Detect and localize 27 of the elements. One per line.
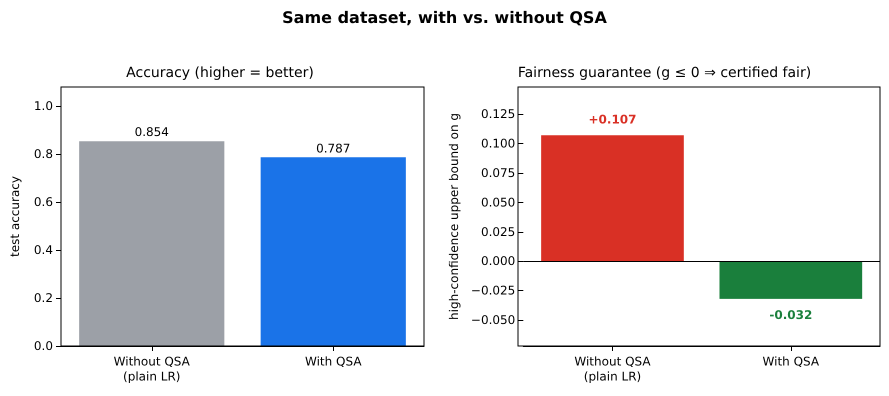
data-label: 0.854 [134, 125, 169, 140]
y-tick-label: 0.0 [34, 339, 53, 353]
y-tick-label: 0.4 [34, 243, 53, 258]
y-tick-label: 0.050 [480, 195, 516, 210]
y-tick-label: −0.025 [470, 284, 516, 298]
chart-title: Fairness guarantee (g ≤ 0 ⇒ certified fair) [518, 65, 812, 81]
text: Same dataset, with vs. without QSA [281, 8, 608, 27]
data-label: 0.787 [316, 141, 350, 156]
data-label: +0.107 [588, 112, 636, 126]
y-axis-title: test accuracy [8, 176, 22, 257]
y-tick-label: 1.0 [34, 99, 53, 114]
x-tick-label: Without QSA (plain LR) [114, 354, 191, 384]
y-tick-label: 0.8 [34, 147, 53, 162]
y-axis-title: high-confidence upper bound on g [447, 113, 461, 320]
y-tick-label: 0.000 [480, 254, 516, 268]
data-label: -0.032 [769, 308, 812, 322]
y-tick-label: 0.025 [480, 224, 516, 239]
y-tick-label: 0.075 [480, 166, 516, 180]
chart-title: Accuracy (higher = better) [126, 65, 314, 81]
y-tick-label: 0.2 [34, 291, 53, 306]
x-tick-label: With QSA [304, 354, 362, 368]
x-tick-label: With QSA [762, 354, 820, 368]
y-tick-label: −0.050 [470, 313, 516, 328]
y-tick-label: 0.6 [34, 195, 53, 210]
y-tick-label: 0.125 [480, 107, 516, 122]
y-tick-label: 0.100 [480, 136, 516, 151]
x-tick-label: Without QSA (plain LR) [574, 354, 652, 384]
